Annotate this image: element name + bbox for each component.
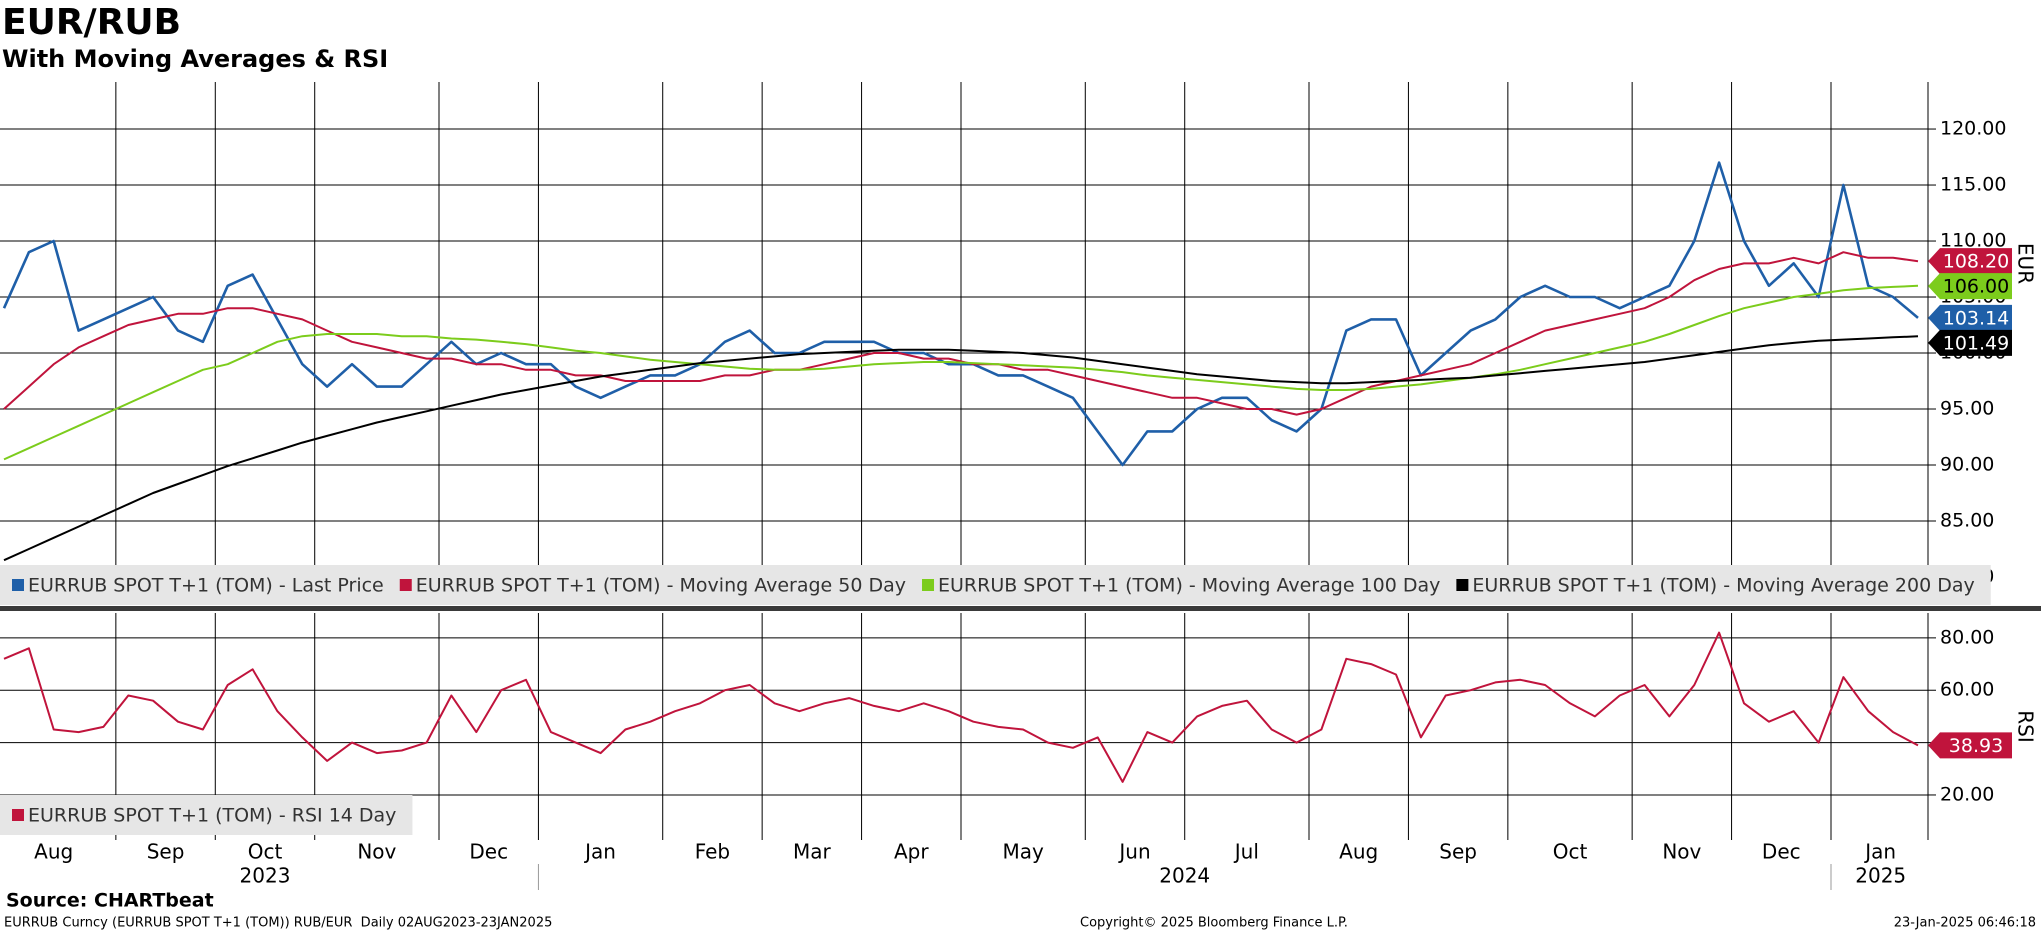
legend-label: EURRUB SPOT T+1 (TOM) - Moving Average 5… bbox=[416, 575, 906, 597]
legend-swatch bbox=[1456, 579, 1469, 591]
x-tick-label: Jun bbox=[1117, 840, 1150, 864]
value-tag-label: 38.93 bbox=[1949, 735, 2003, 757]
source: Source: CHARTbeat bbox=[6, 890, 214, 912]
legend-background bbox=[0, 795, 413, 835]
value-tag bbox=[1928, 304, 2012, 331]
legend-swatch bbox=[922, 579, 935, 591]
y-tick-label: 90.00 bbox=[1940, 454, 1994, 476]
copyright: Copyright© 2025 Bloomberg Finance L.P. bbox=[1080, 916, 1348, 931]
value-tag bbox=[1928, 273, 2012, 300]
y-axis-title: RSI bbox=[2014, 710, 2038, 743]
x-tick-label: Nov bbox=[1662, 840, 1701, 864]
series-line bbox=[3, 335, 1919, 562]
y-tick-label: 85.00 bbox=[1940, 510, 1994, 532]
x-tick-label: Jan bbox=[1863, 840, 1896, 864]
legend-label: EURRUB SPOT T+1 (TOM) - Moving Average 1… bbox=[938, 575, 1440, 597]
series-line bbox=[3, 631, 1919, 783]
x-tick-label: Jul bbox=[1233, 840, 1259, 864]
x-tick-label: Sep bbox=[147, 840, 185, 864]
legend-label: EURRUB SPOT T+1 (TOM) - Last Price bbox=[28, 575, 384, 597]
y-tick-label: 110.00 bbox=[1940, 230, 2006, 252]
series-line bbox=[3, 251, 1919, 416]
panel-divider bbox=[0, 606, 2041, 611]
series-line bbox=[2, 161, 1919, 467]
x-tick-label: Feb bbox=[695, 840, 730, 864]
x-tick-label: Mar bbox=[793, 840, 832, 864]
series-line bbox=[3, 284, 1919, 461]
y-axis-title: EUR bbox=[2014, 243, 2038, 284]
x-tick-label: Oct bbox=[1553, 840, 1588, 864]
footer-info: EURRUB Curncy (EURRUB SPOT T+1 (TOM)) RU… bbox=[4, 916, 552, 931]
legend-swatch bbox=[399, 579, 412, 591]
year-label: 2025 bbox=[1855, 864, 1906, 888]
chart-title: EUR/RUB bbox=[2, 2, 181, 43]
x-tick-label: Oct bbox=[248, 840, 283, 864]
y-tick-label: 120.00 bbox=[1940, 118, 2006, 140]
timestamp: 23-Jan-2025 06:46:18 bbox=[1894, 916, 2036, 931]
x-tick-label: Dec bbox=[469, 840, 508, 864]
x-tick-label: Aug bbox=[1339, 840, 1378, 864]
value-tag-label: 101.49 bbox=[1943, 332, 2009, 354]
legend-swatch bbox=[12, 579, 24, 591]
legend-swatch bbox=[12, 809, 24, 821]
value-tag-label: 108.20 bbox=[1943, 251, 2009, 273]
year-label: 2023 bbox=[240, 864, 291, 888]
value-tag bbox=[1928, 732, 2012, 759]
y-tick-label: 95.00 bbox=[1940, 398, 1994, 420]
year-label: 2024 bbox=[1159, 864, 1210, 888]
x-tick-label: Apr bbox=[894, 840, 929, 864]
y-tick-label: 115.00 bbox=[1940, 174, 2006, 196]
x-tick-label: Nov bbox=[357, 840, 396, 864]
y-tick-label: 20.00 bbox=[1940, 783, 1994, 805]
legend: EURRUB SPOT T+1 (TOM) - RSI 14 Day bbox=[0, 795, 413, 835]
legend: EURRUB SPOT T+1 (TOM) - Last Price EURRUB… bbox=[0, 565, 1991, 605]
chart-subtitle: With Moving Averages & RSI bbox=[2, 45, 388, 73]
y-tick-label: 60.00 bbox=[1940, 679, 1994, 701]
legend-background bbox=[0, 565, 1991, 605]
value-tag-label: 103.14 bbox=[1943, 307, 2009, 329]
x-tick-label: Dec bbox=[1762, 840, 1801, 864]
x-tick-label: Jan bbox=[583, 840, 616, 864]
x-tick-label: Aug bbox=[34, 840, 73, 864]
y-tick-label: 80.00 bbox=[1940, 626, 1994, 648]
value-tag-label: 106.00 bbox=[1943, 276, 2009, 298]
legend-label: EURRUB SPOT T+1 (TOM) - Moving Average 2… bbox=[1472, 575, 1974, 597]
x-tick-label: Sep bbox=[1439, 840, 1477, 864]
legend-label: EURRUB SPOT T+1 (TOM) - RSI 14 Day bbox=[28, 805, 396, 827]
x-tick-label: May bbox=[1002, 840, 1044, 864]
value-tag bbox=[1928, 329, 2012, 356]
value-tag bbox=[1928, 248, 2012, 275]
